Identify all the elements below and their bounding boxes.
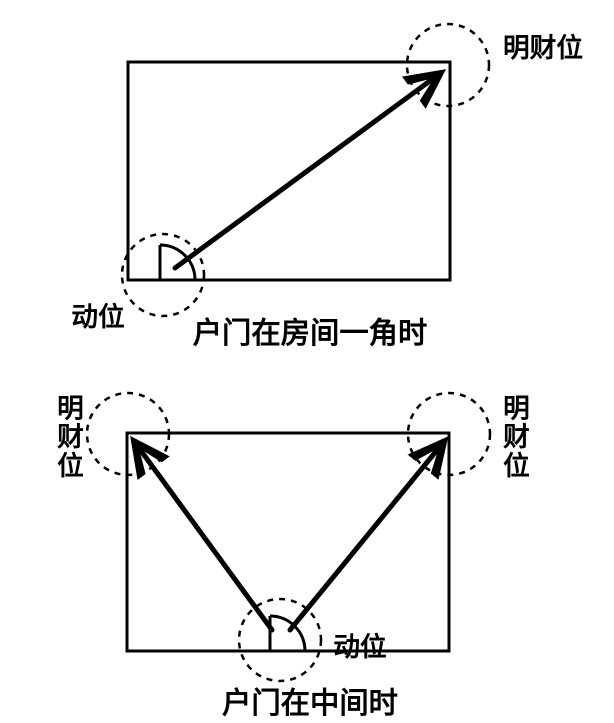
label-mingcaiwei-left-2: 明财位 xyxy=(54,394,82,480)
diagram-canvas: 动位 明财位 户门在房间一角时 明财位 明财位 动位 户门在中间时 xyxy=(0,0,614,723)
label-mingcaiwei-1: 明财位 xyxy=(498,26,588,65)
caption-2: 户门在中间时 xyxy=(200,680,420,722)
diagram-2 xyxy=(87,393,490,681)
label-dongwei-1: 动位 xyxy=(68,295,128,334)
label-dongwei-2: 动位 xyxy=(330,625,390,664)
label-mingcaiwei-right-2: 明财位 xyxy=(500,394,528,480)
diagram-1 xyxy=(122,24,489,316)
diagram-svg xyxy=(0,0,614,723)
caption-1: 户门在房间一角时 xyxy=(180,310,440,352)
